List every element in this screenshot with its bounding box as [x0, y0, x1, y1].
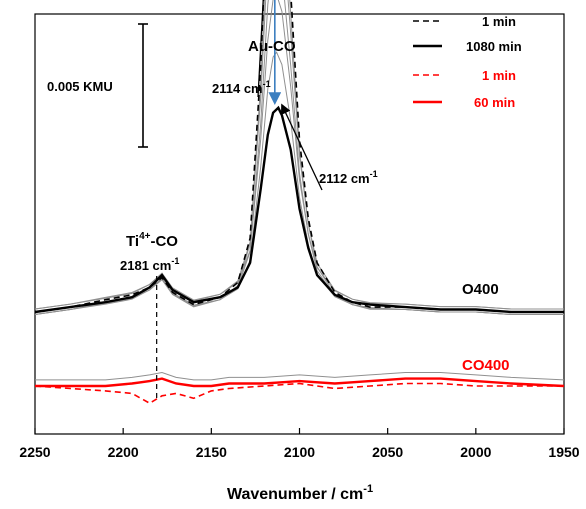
ti-co-wavenumber-label: 2181 cm-1	[120, 256, 179, 273]
legend-label-3: 1 min	[482, 68, 516, 83]
series-o400-solid	[34, 105, 564, 314]
x-tick-label-2050: 2050	[372, 444, 403, 460]
series-layer	[34, 0, 565, 405]
intermediate-spectrum	[35, 371, 565, 381]
peak-2114-label: 2114 cm-1	[212, 79, 271, 96]
legend-label-1: 1 min	[482, 14, 516, 29]
peak-2112-arrow	[280, 103, 323, 191]
x-axis-label: Wavenumber / cm-1	[227, 483, 373, 503]
ti-co-label: Ti4+-CO	[126, 231, 178, 250]
peak-2112-label: 2112 cm-1	[319, 169, 378, 186]
scale-bar	[138, 23, 148, 148]
x-tick-label-1950: 1950	[548, 444, 579, 460]
intermediate-spectrum	[34, 0, 564, 310]
intermediate-spectra	[34, 0, 565, 381]
co400-label: CO400	[462, 357, 510, 374]
legend-label-2: 1080 min	[466, 39, 522, 54]
x-axis: 2250 2200 2150 2100 2050 2000 1950	[19, 428, 580, 460]
x-tick-label-2100: 2100	[284, 444, 315, 460]
series-co400-solid	[35, 377, 565, 388]
x-tick-label-2150: 2150	[196, 444, 227, 460]
o400-label: O400	[462, 281, 499, 298]
au-co-label: Au-CO	[248, 38, 296, 55]
legend: 1 min 1080 min 1 min 60 min	[413, 14, 522, 110]
x-tick-label-2250: 2250	[19, 444, 50, 460]
peak-2114-arrow	[257, 0, 264, 98]
scale-bar-label: 0.005 KMU	[47, 79, 113, 94]
intermediate-spectrum	[34, 51, 564, 315]
annotation-marks	[156, 0, 323, 398]
series-co400-dashed	[34, 382, 564, 405]
x-tick-label-2000: 2000	[460, 444, 491, 460]
x-tick-label-2200: 2200	[108, 444, 139, 460]
legend-label-4: 60 min	[474, 95, 515, 110]
